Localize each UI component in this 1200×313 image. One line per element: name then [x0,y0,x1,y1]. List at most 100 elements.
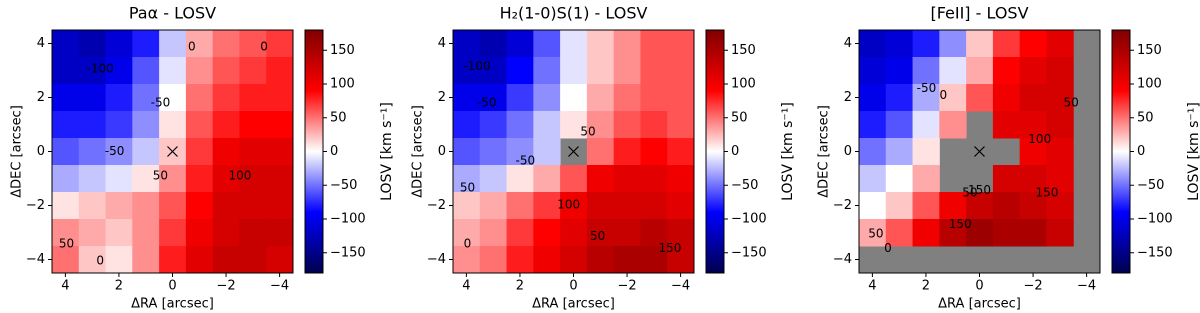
heatmap-cell [1019,84,1047,112]
contour-label: 50 [153,168,168,182]
heatmap-cell [239,30,267,58]
heatmap-cell [859,30,887,58]
y-tick-label: −4 [26,252,45,267]
heatmap-cell [132,192,160,220]
y-tick-label: 2 [37,90,45,105]
heatmap-cell [185,219,214,247]
x-tick-label: −4 [1077,279,1096,294]
heatmap-cell [105,219,133,247]
heatmap-cell [992,57,1021,85]
contour-label: 50 [1063,95,1078,109]
heatmap-cell [586,165,615,193]
y-tick-label: 0 [844,144,852,159]
heatmap-cell [992,111,1021,139]
heatmap-cell [78,192,107,220]
heatmap-cell [992,30,1021,58]
heatmap-cell [266,165,294,193]
heatmap-cell [132,138,160,166]
heatmap-cell [52,111,80,139]
heatmap-cell [586,246,615,274]
contour-label: 50 [962,185,977,199]
colorbar-tick-label: 150 [1137,43,1162,58]
heatmap-cell [992,165,1021,193]
contour-label: 50 [590,229,605,243]
heatmap-cell [105,57,133,85]
heatmap-cell [613,84,641,112]
heatmap-cell [912,57,940,85]
heatmap-cell [640,246,668,274]
heatmap-cell [859,111,887,139]
heatmap-cell [939,30,967,58]
heatmap-cell [185,30,214,58]
heatmap-cell [479,111,508,139]
heatmap-cell [885,219,914,247]
heatmap-cell [613,246,641,274]
heatmap-cell [966,30,994,58]
contour-label: 50 [460,180,475,194]
contour-label: 150 [658,241,681,255]
heatmap-cell [560,219,588,247]
heatmap-cell [560,57,588,85]
colorbar-tick-label: 50 [1137,110,1154,125]
chart-title: [FeII] - LOSV [930,4,1028,23]
y-tick-label: 4 [844,36,852,51]
heatmap-cell [239,246,267,274]
x-tick-label: −2 [216,279,235,294]
colorbar-tick-label: 150 [731,43,756,58]
y-axis-label: ΔDEC [arcsec] [411,105,426,198]
heatmap-cell [533,219,561,247]
colorbar-label: LOSV [km s⁻¹] [780,102,796,201]
heatmap-cell [78,219,107,247]
heatmap-cell [939,192,967,220]
heatmap-cell [667,246,695,274]
chart-title: Paα - LOSV [129,4,216,23]
heatmap-cell [613,192,641,220]
heatmap-cell [859,192,887,220]
heatmap-cell [1046,111,1074,139]
heatmap-cell [640,138,668,166]
heatmap-cell [132,111,160,139]
heatmap-cell [640,165,668,193]
heatmap-cell [159,165,187,193]
heatmap-cell [132,165,160,193]
heatmap-cell [1046,138,1074,166]
heatmap-cell [1019,219,1047,247]
heatmap-cell [453,30,481,58]
heatmap-cell [1019,57,1047,85]
heatmap-cell [185,111,214,139]
heatmap-cell [479,246,508,274]
heatmap-cell [667,138,695,166]
heatmap-cell [667,30,695,58]
heatmap-cell [533,192,561,220]
colorbar-tick-label: 0 [330,144,338,159]
heatmap-cell [560,246,588,274]
x-tick-label: −4 [671,279,690,294]
y-tick-label: 4 [438,36,446,51]
colorbar [1111,29,1131,274]
heatmap-cell [479,138,508,166]
heatmap-cell [533,246,561,274]
chart-title: H₂(1-0)S(1) - LOSV [500,4,648,23]
colorbar-tick-label: −100 [731,212,767,227]
heatmap-cell [859,57,887,85]
heatmap-cell [859,165,887,193]
heatmap-cell [159,246,187,274]
heatmap-cell [533,111,561,139]
heatmap-cell [479,165,508,193]
y-tick-label: 0 [438,144,446,159]
heatmap-cell [78,138,107,166]
colorbar-tick-label: 100 [1137,77,1162,92]
colorbar-tick-label: 0 [1137,144,1145,159]
heatmap-cell [1046,84,1074,112]
x-tick-label: 2 [115,279,123,294]
y-tick-label: −2 [26,198,45,213]
x-tick-label: 4 [868,279,876,294]
heatmap-cell [667,165,695,193]
heatmap-cell [52,165,80,193]
heatmap-cell [506,138,534,166]
heatmap-cell [1046,165,1074,193]
heatmap-cell [78,84,107,112]
x-tick-label: 2 [922,279,930,294]
heatmap-cell [912,165,940,193]
heatmap-cell [966,219,994,247]
